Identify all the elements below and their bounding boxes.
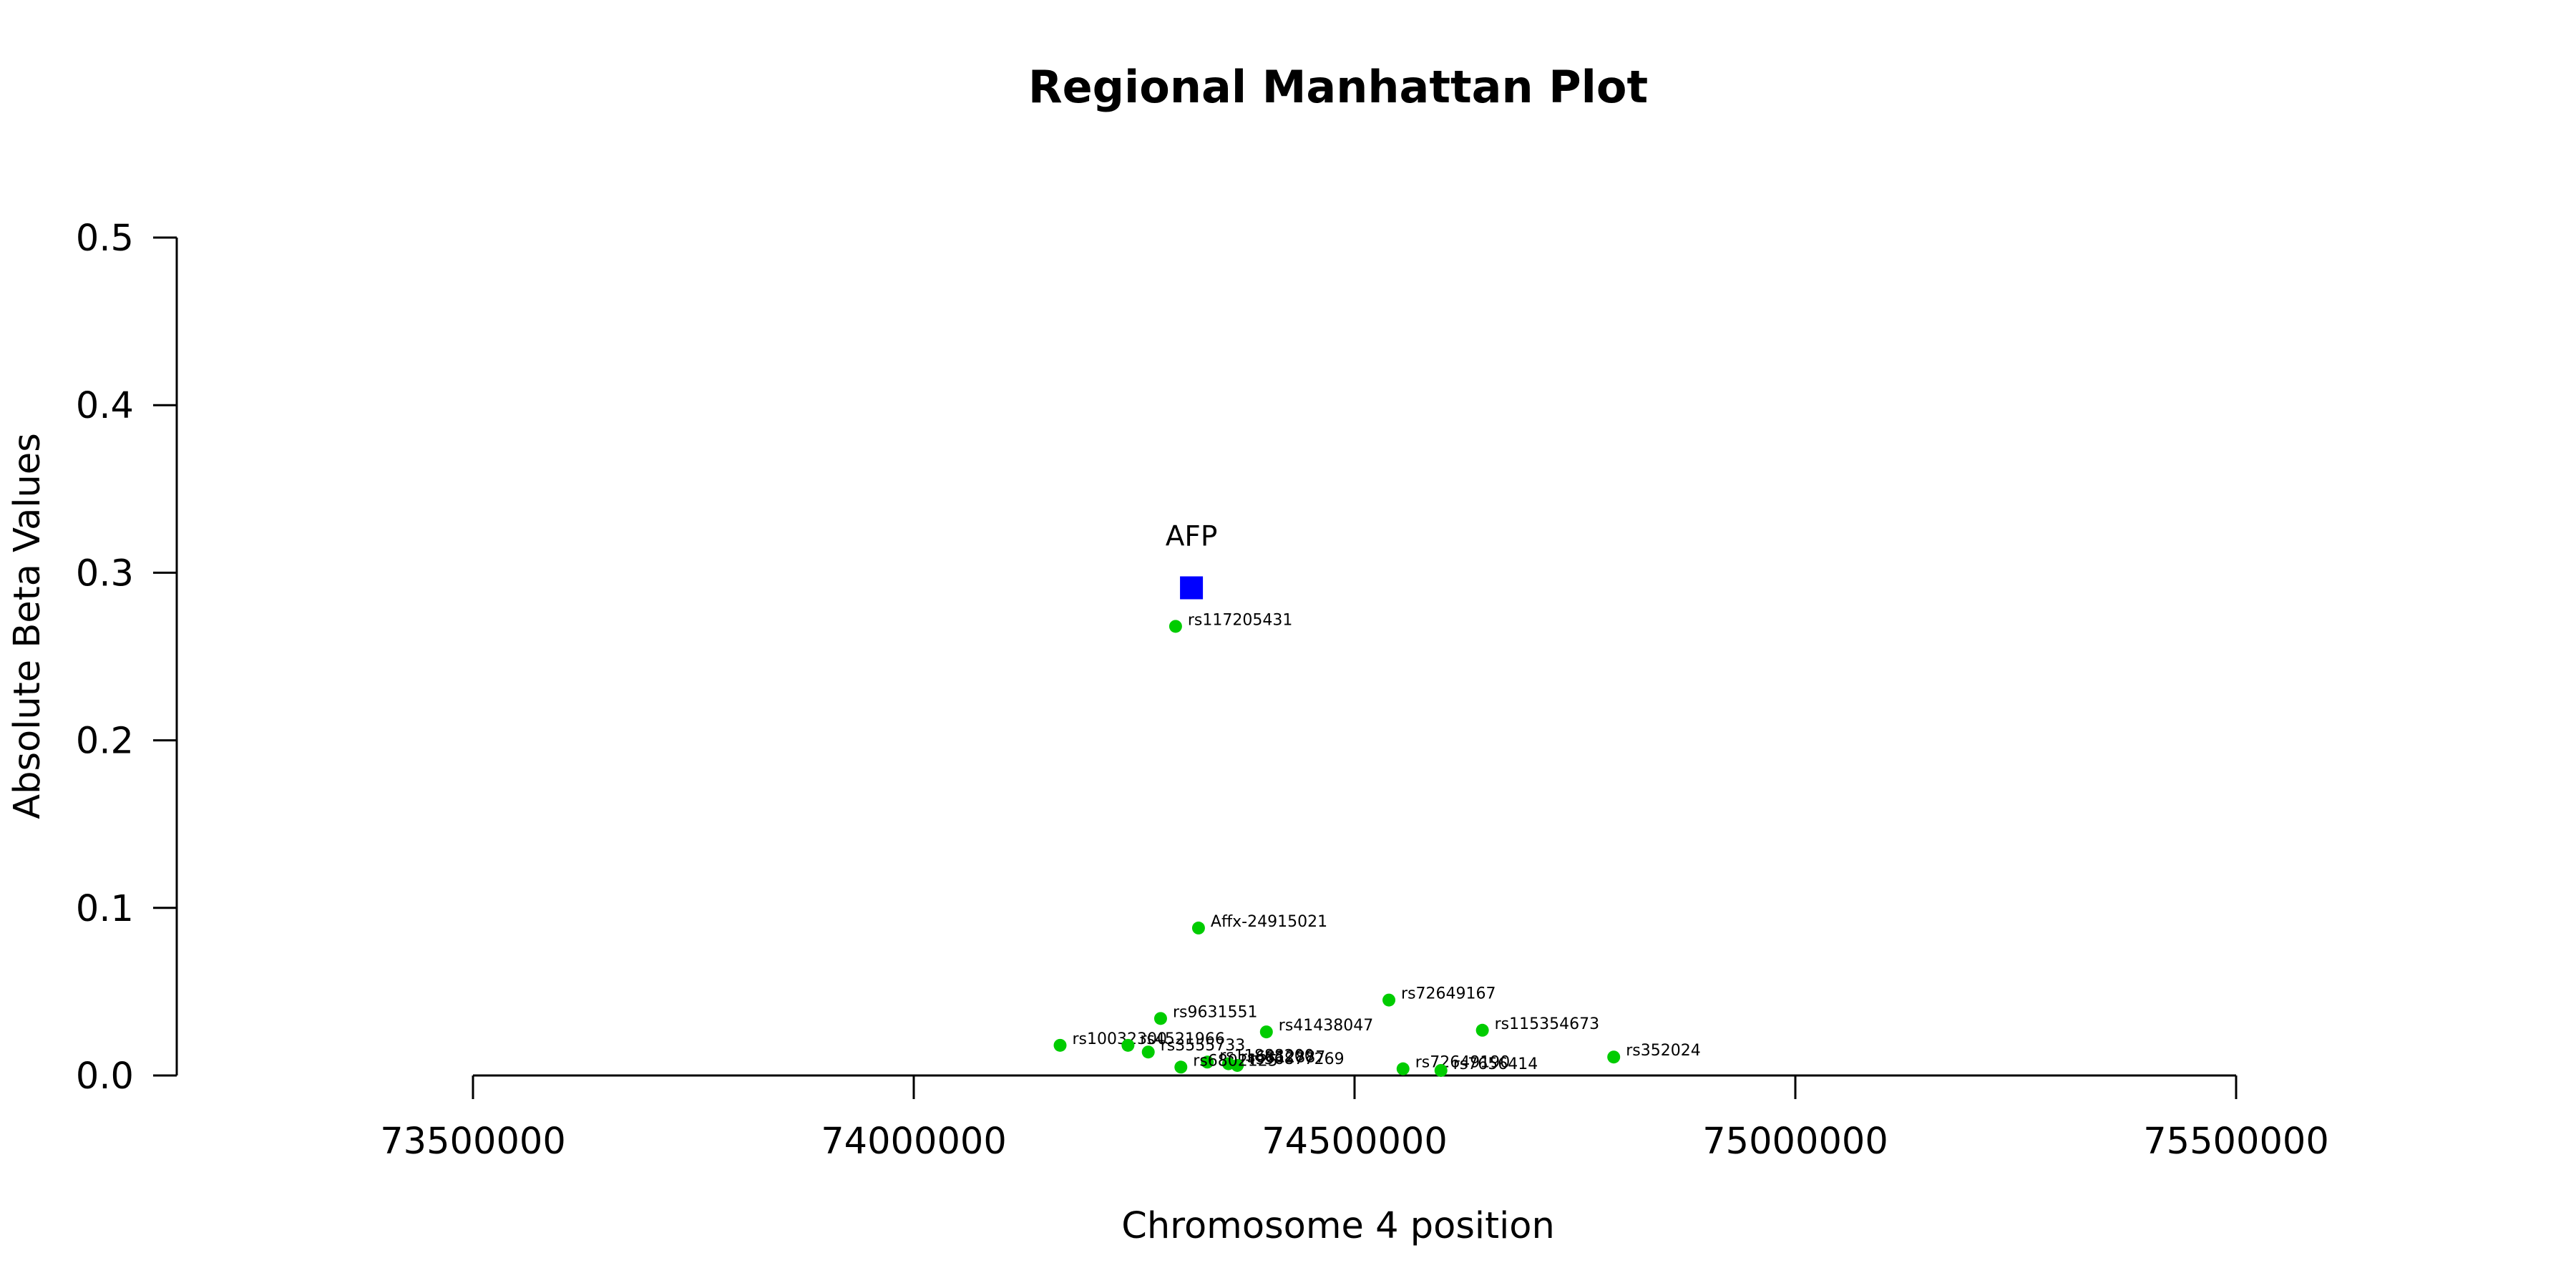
snp-point xyxy=(1259,1025,1273,1039)
snp-point xyxy=(1121,1038,1135,1052)
snp-label: rs3555733 xyxy=(1161,1037,1246,1055)
y-tick-label: 0.4 xyxy=(76,385,134,427)
x-tick-label: 75500000 xyxy=(2143,1121,2329,1163)
snp-point xyxy=(1141,1045,1155,1059)
snp-point xyxy=(1231,1058,1244,1072)
y-axis-label: Absolute Beta Values xyxy=(6,433,49,819)
snp-point xyxy=(1169,620,1182,633)
data-points: rs117205431 Affx-24915021 rs72649167 rs9631… xyxy=(1053,520,1701,1077)
snp-label: Affx-24915021 xyxy=(1211,913,1327,931)
snp-label: rs7656414 xyxy=(1453,1055,1538,1073)
x-tick-label: 73500000 xyxy=(380,1121,566,1163)
snp-point xyxy=(1191,921,1205,935)
y-tick-label: 0.5 xyxy=(76,218,134,260)
snp-label: rs352024 xyxy=(1626,1042,1701,1060)
snp-point xyxy=(1201,1055,1214,1069)
y-axis: 0.0 0.1 0.2 0.3 0.4 0.5 xyxy=(76,218,178,1098)
snp-label: rs117205431 xyxy=(1188,611,1292,629)
snp-label: rs6802125 xyxy=(1193,1052,1278,1070)
x-tick-label: 75000000 xyxy=(1702,1121,1888,1163)
snp-label: rs41438047 xyxy=(1279,1017,1373,1035)
snp-point xyxy=(1475,1023,1489,1037)
y-tick-label: 0.0 xyxy=(76,1055,134,1098)
snp-label: rs115354673 xyxy=(1495,1015,1599,1033)
snp-label: rs10032300 xyxy=(1073,1030,1167,1048)
snp-label: rs72649190 xyxy=(1415,1054,1510,1072)
x-tick-label: 74000000 xyxy=(821,1121,1007,1163)
snp-point xyxy=(1174,1060,1188,1074)
snp-point xyxy=(1396,1062,1410,1075)
snp-label: rs4521966 xyxy=(1140,1030,1225,1048)
y-tick-label: 0.2 xyxy=(76,721,134,763)
snp-point xyxy=(1607,1050,1621,1064)
snp-label: rs56877269 xyxy=(1249,1050,1344,1068)
x-axis: 73500000 74000000 74500000 75000000 75500000 xyxy=(380,1074,2329,1163)
gene-marker xyxy=(1180,576,1204,600)
y-tick-label: 0.3 xyxy=(76,552,134,595)
y-tick-label: 0.1 xyxy=(76,888,134,930)
gene-label: AFP xyxy=(1166,520,1218,552)
snp-point xyxy=(1382,993,1396,1007)
snp-point xyxy=(1053,1038,1067,1052)
snp-label: rs72649167 xyxy=(1401,985,1496,1003)
x-axis-label: Chromosome 4 position xyxy=(1121,1205,1555,1247)
x-tick-label: 74500000 xyxy=(1262,1121,1448,1163)
chart-title: Regional Manhattan Plot xyxy=(1028,61,1648,113)
snp-label: rs9631551 xyxy=(1173,1003,1258,1021)
snp-point xyxy=(1434,1063,1448,1077)
snp-point xyxy=(1153,1012,1167,1025)
snp-label: rs6812887 xyxy=(1241,1049,1326,1067)
